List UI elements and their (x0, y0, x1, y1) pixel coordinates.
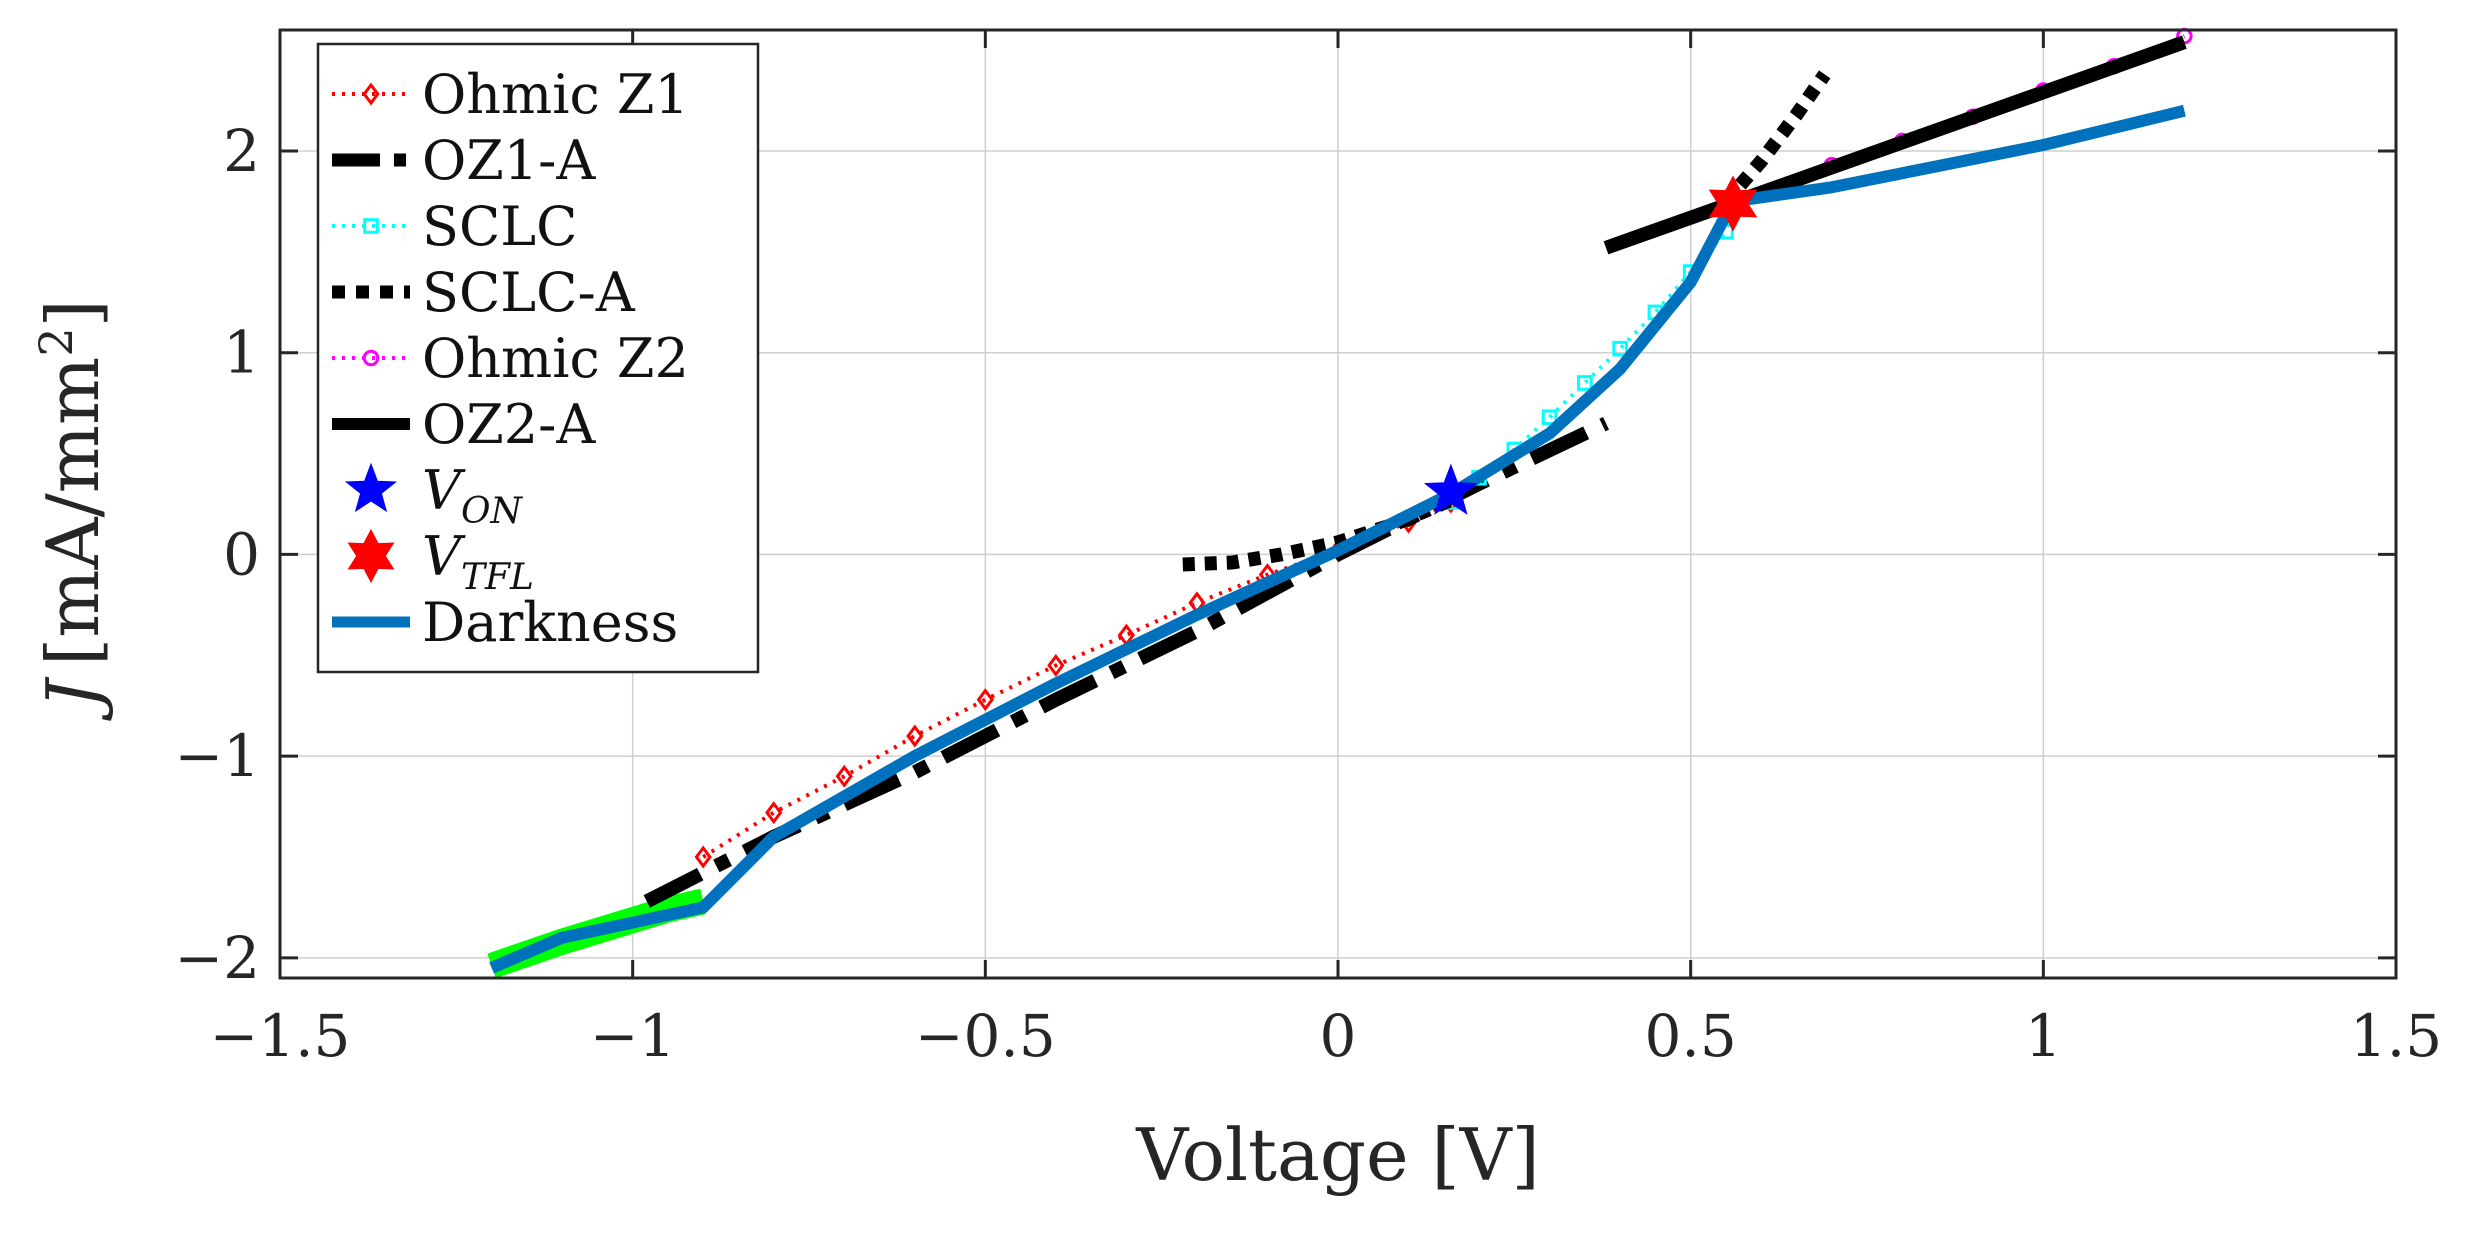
special-points (1423, 175, 1758, 515)
legend-entry-darkness-label-main: Darkness (422, 591, 678, 654)
legend-entry-sclc-a-label: SCLC-A (422, 261, 636, 324)
legend-entry-von-label: VON (422, 459, 524, 532)
series-sclc-marker (1541, 409, 1558, 426)
legend-entry-oz2-a-label-main: OZ2-A (422, 393, 596, 456)
legend-entry-ohmic-z1-label: Ohmic Z1 (422, 63, 689, 126)
x-tick-label: 0.5 (1645, 1002, 1737, 1070)
series-ohmic-z1-marker (906, 724, 924, 748)
x-tick-label: −0.5 (915, 1002, 1056, 1070)
series-sclc-marker (1577, 375, 1593, 391)
y-tick-label: −2 (175, 924, 261, 992)
axis-ticks: −1.5 −1 −0.5 0 0.5 1 1.5 −2 −1 0 1 2 (175, 30, 2442, 1070)
series-ohmic-z1-marker (976, 688, 994, 712)
x-tick-label: 1 (2025, 1002, 2062, 1070)
series-ohmic-z1-marker (1047, 653, 1065, 677)
legend-entry-von-marker (344, 462, 398, 513)
series-oz2-a-line (1603, 35, 2187, 255)
x-tick-label: 1.5 (2350, 1002, 2442, 1070)
series-sclc-marker (1612, 340, 1628, 357)
legend-entry-vtfl-label-main: V (422, 525, 466, 588)
x-tick-label: −1.5 (210, 1002, 351, 1070)
legend-entry-darkness-label: Darkness (422, 591, 678, 654)
legend-entry-sclc-a-label-main: SCLC-A (422, 261, 636, 324)
series-ohmic-z1-marker (835, 764, 853, 788)
legend-entry-von-label-sub: ON (461, 491, 524, 532)
v-tfl-point (1708, 175, 1758, 232)
legend-entry-vtfl-label: VTFL (422, 525, 534, 598)
legend-entry-ohmic-z2-label: Ohmic Z2 (422, 327, 689, 390)
series-ohmic-z1-line (702, 500, 1452, 859)
legend-entry-vtfl-marker (347, 528, 395, 584)
legend-entry-oz2-a-label: OZ2-A (422, 393, 596, 456)
legend-entry-von-label-main: V (422, 459, 466, 522)
y-tick-label: 0 (223, 520, 260, 588)
legend-entry-oz1-a-label: OZ1-A (422, 129, 596, 192)
legend-entry-vtfl-label-sub: TFL (461, 557, 534, 598)
series-ohmic-z1-marker (694, 845, 712, 869)
x-axis-label: Voltage [V] (1135, 1113, 1539, 1197)
legend-entry-ohmic-z2-marker (362, 349, 380, 367)
y-tick-label: 2 (223, 117, 260, 185)
legend-entry-ohmic-z2-label-main: Ohmic Z2 (422, 327, 689, 390)
x-tick-label: −1 (590, 1002, 676, 1070)
legend-entry-ohmic-z1-marker (362, 82, 380, 106)
legend-entry-sclc-label-main: SCLC (422, 195, 578, 258)
legend-entry-sclc-label: SCLC (422, 195, 578, 258)
legend-entry-sclc-marker (363, 218, 379, 234)
y-axis-units-close: ] (31, 299, 115, 327)
y-axis-label: J[mA/mm2] (29, 299, 115, 721)
v-on-point (1423, 463, 1478, 515)
y-tick-label: −1 (175, 722, 261, 790)
y-axis-units-sup: 2 (29, 327, 83, 356)
legend-entry-oz1-a-label-main: OZ1-A (422, 129, 596, 192)
y-tick-label: 1 (223, 319, 260, 387)
series-ohmic-z1-marker (765, 801, 783, 825)
series-sclc-a-line (1720, 70, 1831, 207)
legend-entry-ohmic-z1-label-main: Ohmic Z1 (422, 63, 689, 126)
x-tick-label: 0 (1320, 1002, 1357, 1070)
y-axis-units: [mA/mm (31, 357, 115, 666)
